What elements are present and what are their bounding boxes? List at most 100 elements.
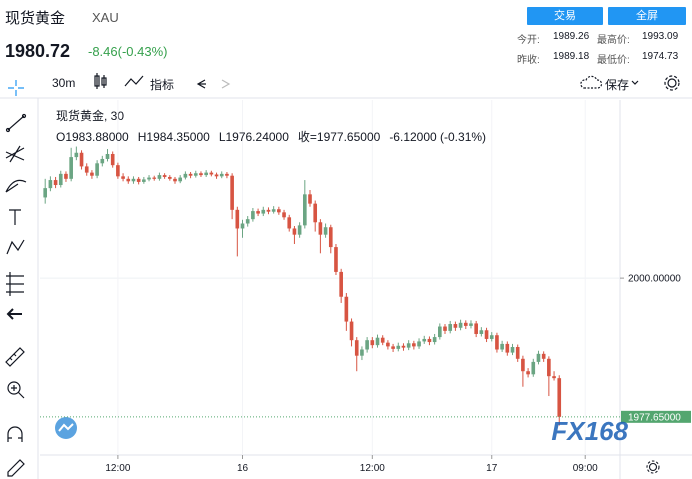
candle-body	[448, 324, 453, 331]
brush-tool[interactable]	[5, 179, 27, 193]
candle-body	[370, 340, 375, 346]
symbol-code: XAU	[92, 10, 119, 25]
cloud-icon[interactable]	[580, 75, 603, 89]
toolbar-icons	[94, 73, 680, 91]
candle-body	[240, 223, 245, 229]
candle-body	[453, 324, 458, 328]
interval[interactable]: 30m	[52, 76, 76, 90]
stat-label: 昨收:	[517, 55, 540, 66]
candle-body	[484, 330, 489, 339]
candle-body	[64, 173, 68, 179]
candle-body	[131, 178, 136, 182]
back-tool[interactable]	[6, 308, 22, 320]
candle-body	[266, 209, 271, 212]
candle-body	[412, 343, 416, 347]
candle-body	[302, 194, 307, 226]
settings[interactable]	[667, 78, 677, 88]
candle-body	[287, 217, 292, 229]
candle-body	[500, 343, 504, 350]
stat-value: 1974.73	[642, 51, 679, 62]
candle-body	[199, 173, 203, 176]
stat-label: 最高价:	[597, 35, 630, 46]
legend-value: O1983.88000	[56, 130, 129, 144]
candle-body	[365, 340, 369, 350]
legend-value: H1984.35000	[138, 130, 210, 144]
prediction-tool[interactable]	[6, 272, 24, 296]
candle-body	[277, 209, 281, 213]
candle-body	[469, 323, 473, 326]
fib-tool[interactable]	[5, 145, 25, 163]
edit-tool[interactable]	[7, 459, 25, 477]
candle-body	[531, 361, 536, 375]
candle-body	[438, 326, 442, 338]
candle-body	[173, 178, 177, 182]
candle-body	[245, 219, 250, 224]
candle-body	[334, 247, 338, 272]
candle-body	[105, 153, 110, 159]
candle-body	[297, 225, 302, 235]
candle-body	[235, 209, 240, 229]
line-tool[interactable]	[7, 115, 25, 131]
candle-body	[152, 177, 157, 179]
candle-body	[142, 179, 146, 182]
candle-body	[328, 227, 333, 248]
fullscreen-button[interactable]: 全屏	[608, 7, 686, 25]
ruler-tool[interactable]	[5, 347, 25, 367]
candle-body	[188, 173, 193, 176]
text-tool[interactable]	[9, 209, 21, 225]
caret[interactable]	[631, 80, 639, 85]
candle-body	[443, 326, 447, 331]
legend-title: 现货黄金, 30	[56, 108, 124, 123]
candle-body	[354, 340, 359, 356]
candle-body	[401, 345, 406, 348]
axis-settings[interactable]	[646, 460, 660, 474]
candle-body	[53, 180, 58, 186]
candle-body	[323, 227, 328, 235]
candle-body	[147, 177, 151, 180]
candle-body	[318, 222, 323, 235]
candle-body	[380, 337, 385, 343]
candle-body	[417, 341, 421, 347]
candle-body	[557, 378, 562, 417]
y-tick-label: 2000.00000	[628, 274, 681, 285]
candle-body	[69, 157, 73, 179]
candle-body	[344, 296, 349, 322]
candle-body	[360, 349, 364, 356]
candle-body	[552, 376, 556, 379]
candle-body	[375, 337, 380, 346]
x-tick-label: 16	[237, 463, 249, 474]
candle-body	[162, 175, 167, 177]
indicators[interactable]: 指标	[150, 78, 175, 92]
indicator-icon[interactable]	[124, 75, 144, 87]
candle-body	[214, 174, 219, 177]
trade-button[interactable]: 交易	[527, 7, 603, 25]
last-price-box	[621, 410, 691, 423]
candle-body	[427, 338, 432, 343]
tv-logo-mark	[58, 423, 74, 432]
candle-body	[204, 172, 208, 176]
candle-body	[432, 337, 437, 343]
candle-body	[100, 158, 105, 164]
candle-body	[271, 209, 276, 212]
candle-body	[121, 176, 125, 179]
candle-body	[479, 330, 484, 334]
x-tick-label: 17	[486, 463, 498, 474]
candle-body	[58, 173, 63, 186]
candle-body	[526, 371, 530, 375]
x-tick-label: 12:00	[360, 463, 385, 474]
undo[interactable]	[196, 79, 206, 89]
candle-body	[515, 347, 520, 359]
candle-body	[489, 335, 494, 339]
pattern-tool[interactable]	[6, 239, 25, 255]
candle-body	[183, 173, 188, 178]
save[interactable]: 保存	[605, 78, 630, 92]
legend-value: 收=1977.65000	[298, 130, 381, 144]
magnet-tool[interactable]	[7, 426, 23, 442]
crosshair-tool[interactable]	[8, 80, 24, 96]
stat-label: 最低价:	[597, 55, 630, 66]
zoom-tool[interactable]	[7, 381, 21, 395]
stat-value: 1989.18	[553, 51, 590, 62]
candle-body	[541, 353, 546, 359]
legend-ohlc: O1983.88000 H1984.35000 L1976.24000 收=1977.…	[56, 130, 486, 144]
redo	[221, 79, 231, 89]
